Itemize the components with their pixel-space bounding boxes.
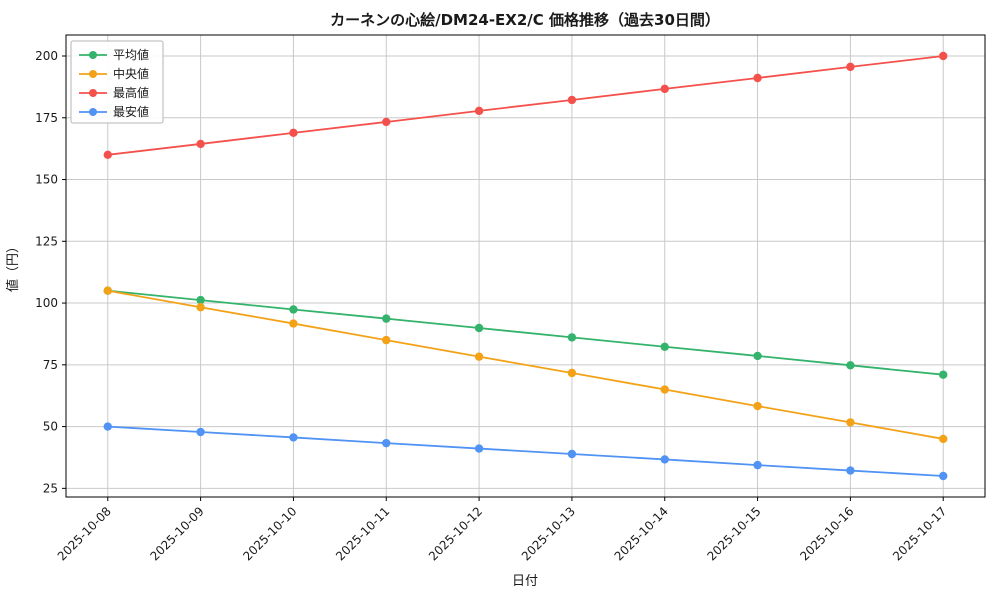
data-point-marker [196,295,205,305]
x-tick-label: 2025-10-17 [890,504,949,563]
legend-item-label: 平均値 [113,47,149,62]
data-point-marker [103,422,112,431]
data-point-marker [753,401,762,411]
data-point-marker [567,368,577,378]
legend-marker [89,70,97,78]
x-tick-label: 2025-10-14 [612,504,671,563]
x-tick-label: 2025-10-12 [426,504,485,563]
data-point-marker [939,434,948,444]
data-point-marker [103,150,112,160]
data-point-marker [289,433,298,442]
legend-marker [89,51,97,59]
data-point-marker [753,73,762,83]
legend-marker [89,89,97,97]
chart-title: カーネンの心絵/DM24-EX2/C 価格推移（過去30日間） [330,11,720,29]
y-tick-label: 50 [43,420,58,434]
legend-item-label: 中央値 [113,66,149,81]
data-point-marker [939,471,948,481]
data-point-marker [846,418,855,427]
data-point-marker [474,323,484,333]
series-line-0 [107,289,944,376]
data-point-marker [846,361,855,370]
y-tick-label: 175 [35,111,58,125]
x-tick-label: 2025-10-16 [797,504,856,563]
data-point-marker [196,303,205,312]
data-point-marker [382,438,391,448]
x-tick-label: 2025-10-08 [55,504,114,563]
data-point-marker [660,385,669,394]
data-point-marker [753,460,762,470]
legend-item-label: 最高値 [113,85,149,100]
data-point-marker [382,314,391,323]
series-line-2 [107,55,944,156]
y-tick-label: 150 [35,173,58,187]
y-tick-label: 125 [35,234,58,248]
data-point-marker [567,449,577,459]
data-point-marker [846,62,855,72]
plot-background [66,35,985,497]
y-tick-label: 25 [43,481,58,495]
data-point-marker [474,352,484,361]
x-axis-label: 日付 [512,574,538,589]
data-point-marker [289,319,298,328]
series-line-3 [107,425,944,477]
data-point-marker [289,305,298,314]
y-tick-label: 200 [35,49,58,63]
data-point-marker [382,117,391,127]
data-point-marker [567,95,577,105]
data-point-marker [660,84,669,94]
x-tick-label: 2025-10-09 [148,504,207,563]
data-point-marker [196,139,205,149]
data-point-marker [474,444,484,453]
data-point-marker [382,335,391,345]
y-tick-label: 100 [35,296,58,310]
data-point-marker [846,466,855,475]
data-point-marker [939,370,948,379]
data-point-marker [939,51,948,61]
y-axis-label: 値（円） [5,240,21,292]
series-line-1 [107,289,944,440]
data-point-marker [660,455,669,464]
data-point-marker [196,427,205,437]
grid-layer [66,35,985,497]
data-point-marker [753,351,762,361]
data-point-marker [289,128,298,138]
data-point-marker [103,286,112,295]
x-tick-label: 2025-10-11 [333,504,392,563]
data-point-marker [474,106,484,116]
y-tick-label: 75 [43,358,58,372]
legend-marker [89,108,97,116]
data-point-marker [660,342,669,351]
legend-item-label: 最安値 [113,104,149,119]
plot-border [65,34,986,498]
x-tick-label: 2025-10-10 [240,504,299,563]
x-tick-label: 2025-10-15 [704,504,763,563]
data-point-marker [567,333,577,342]
series-layer [103,51,948,481]
x-tick-label: 2025-10-13 [519,504,578,563]
legend-box [70,40,164,124]
